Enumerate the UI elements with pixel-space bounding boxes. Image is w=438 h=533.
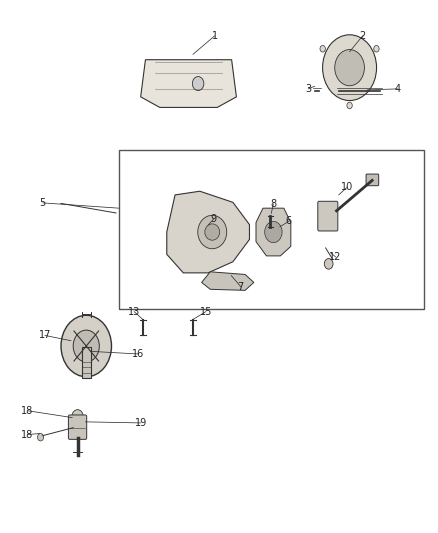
- Text: 18: 18: [21, 406, 34, 416]
- Circle shape: [72, 410, 83, 423]
- FancyBboxPatch shape: [68, 415, 87, 439]
- Text: 12: 12: [329, 252, 342, 262]
- Circle shape: [347, 102, 352, 109]
- Polygon shape: [141, 60, 237, 108]
- Circle shape: [38, 433, 44, 441]
- Circle shape: [374, 45, 379, 52]
- FancyBboxPatch shape: [366, 174, 379, 185]
- Polygon shape: [256, 208, 291, 256]
- Circle shape: [324, 259, 333, 269]
- FancyBboxPatch shape: [318, 201, 338, 231]
- Text: 8: 8: [270, 199, 276, 209]
- Circle shape: [322, 35, 377, 101]
- Ellipse shape: [198, 215, 227, 249]
- Ellipse shape: [205, 224, 220, 240]
- Text: 16: 16: [132, 349, 145, 359]
- Text: 3: 3: [305, 84, 311, 94]
- Text: 1: 1: [212, 31, 218, 41]
- Circle shape: [73, 330, 99, 362]
- Text: 6: 6: [286, 216, 292, 227]
- Circle shape: [265, 221, 282, 243]
- Text: 15: 15: [200, 306, 212, 317]
- Text: 2: 2: [360, 31, 366, 41]
- Polygon shape: [167, 191, 250, 273]
- Text: 4: 4: [394, 84, 400, 94]
- Polygon shape: [201, 272, 254, 290]
- Text: 17: 17: [39, 330, 51, 341]
- Circle shape: [61, 316, 112, 377]
- Circle shape: [192, 77, 204, 91]
- Text: 10: 10: [341, 182, 353, 192]
- FancyBboxPatch shape: [82, 347, 91, 378]
- Text: 13: 13: [128, 306, 140, 317]
- Text: 9: 9: [211, 214, 217, 224]
- Circle shape: [335, 50, 364, 86]
- Circle shape: [320, 45, 325, 52]
- Text: 7: 7: [238, 281, 244, 292]
- Text: 5: 5: [39, 198, 46, 208]
- Text: 19: 19: [134, 418, 147, 428]
- Text: 18: 18: [21, 430, 34, 440]
